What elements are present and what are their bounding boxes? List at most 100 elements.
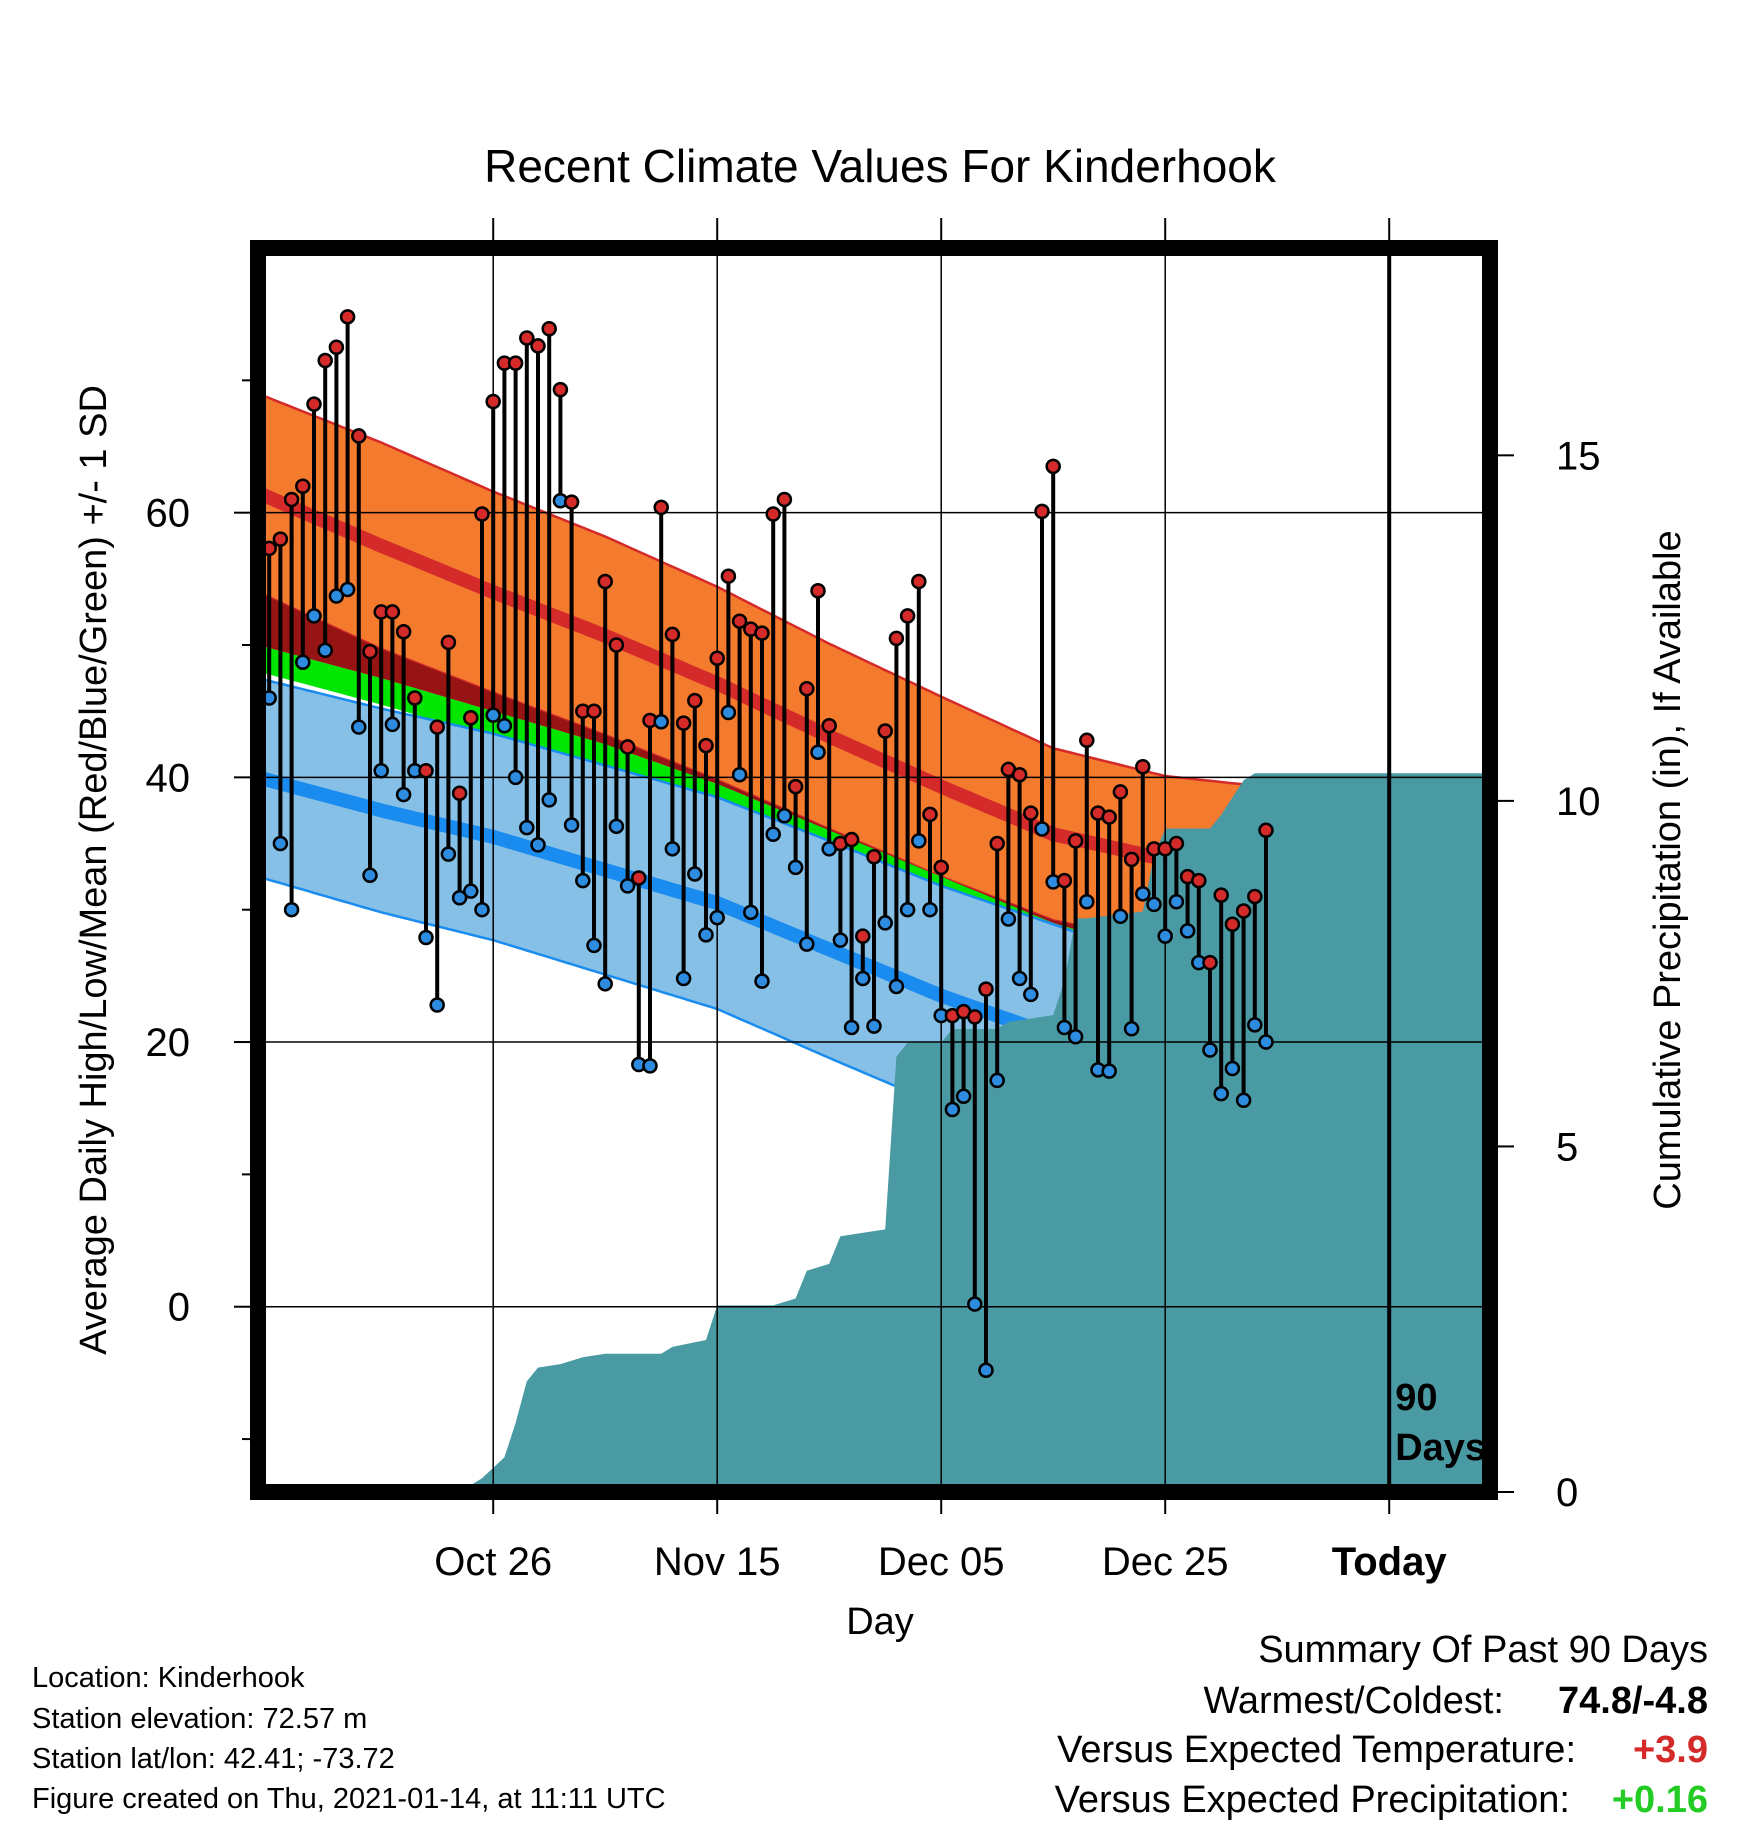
daily-low-point xyxy=(709,909,725,926)
daily-high-point xyxy=(1213,887,1229,903)
daily-high-point xyxy=(317,352,333,369)
daily-high-point xyxy=(306,396,322,412)
daily-low-point xyxy=(687,866,703,882)
daily-high-point xyxy=(351,428,367,444)
daily-low-point xyxy=(765,826,781,843)
daily-low-point xyxy=(317,642,333,659)
today-marker-label: 90 xyxy=(1395,1377,1437,1419)
precip-tick-label: 10 xyxy=(1556,780,1601,824)
daily-high-point xyxy=(1056,872,1073,889)
daily-high-point xyxy=(586,703,602,719)
summary-warmest-label: Warmest/Coldest: xyxy=(1203,1680,1504,1722)
daily-low-point xyxy=(1056,1019,1073,1036)
daily-low-point xyxy=(743,904,759,921)
daily-low-point xyxy=(1123,1021,1140,1037)
daily-high-point xyxy=(787,778,804,795)
precip-tick-label: 0 xyxy=(1556,1471,1578,1515)
daily-low-point xyxy=(530,837,546,853)
daily-low-point xyxy=(843,1019,860,1036)
daily-low-point xyxy=(944,1101,961,1118)
daily-high-point xyxy=(1011,766,1028,783)
daily-low-point xyxy=(295,654,311,670)
daily-high-point xyxy=(619,739,636,755)
daily-low-point xyxy=(339,581,356,598)
summary-precip-label: Versus Expected Precipitation: xyxy=(1055,1779,1570,1821)
daily-low-point xyxy=(720,704,737,721)
summary-temp-label: Versus Expected Temperature: xyxy=(1057,1729,1576,1771)
daily-low-point xyxy=(1202,1042,1218,1058)
daily-low-point xyxy=(429,997,445,1013)
daily-high-point xyxy=(1258,822,1274,839)
daily-low-point xyxy=(283,901,300,918)
daily-low-point xyxy=(608,818,625,835)
daily-high-point xyxy=(866,849,882,865)
cumulative-precip-area xyxy=(258,773,1490,1492)
summary-precip-value: +0.16 xyxy=(1612,1779,1708,1821)
daily-low-point xyxy=(787,859,804,876)
daily-high-point xyxy=(485,393,501,410)
daily-low-point xyxy=(1112,908,1129,925)
daily-low-point xyxy=(496,717,513,734)
y-axis-title-left: Average Daily High/Low/Mean (Red/Blue/Gr… xyxy=(73,385,115,1355)
daily-high-point xyxy=(698,737,714,754)
daily-low-point xyxy=(664,841,681,857)
daily-high-point xyxy=(631,870,647,886)
daily-high-point xyxy=(418,762,434,779)
daily-high-point xyxy=(754,625,770,641)
daily-high-point xyxy=(1247,888,1263,905)
daily-low-point xyxy=(1224,1060,1241,1077)
daily-low-point xyxy=(698,927,714,943)
daily-high-point xyxy=(1191,872,1207,889)
daily-high-point xyxy=(519,330,535,346)
daily-high-point xyxy=(922,806,938,823)
daily-low-point xyxy=(967,1296,983,1312)
daily-low-point xyxy=(810,744,826,760)
summary-heading: Summary Of Past 90 Days xyxy=(1258,1629,1708,1671)
daily-high-point xyxy=(451,785,468,801)
high-sd-band xyxy=(258,393,1490,962)
daily-range-layer xyxy=(261,309,1274,1378)
y-tick-label: 20 xyxy=(146,1021,191,1065)
daily-low-point xyxy=(866,1018,882,1034)
y-axis-title-right: Cumulative Precipitation (in), If Availa… xyxy=(1647,530,1689,1209)
daily-low-point xyxy=(1213,1085,1229,1102)
daily-low-point xyxy=(1168,894,1185,910)
daily-low-point xyxy=(463,883,479,899)
daily-low-point xyxy=(485,707,501,723)
mean-sd-band xyxy=(258,645,1490,1016)
daily-low-point xyxy=(1157,928,1173,944)
daily-high-point xyxy=(799,680,815,697)
footer-latlon: Station lat/lon: 42.41; -73.72 xyxy=(32,1743,395,1775)
x-tick-label: Today xyxy=(1332,1540,1448,1584)
daily-low-point xyxy=(418,929,434,946)
daily-low-point xyxy=(1101,1063,1117,1079)
daily-high-point xyxy=(608,637,625,653)
daily-high-point xyxy=(855,928,871,944)
footer-info: Location: Kinderhook Station elevation: … xyxy=(32,1662,666,1815)
daily-low-point xyxy=(1023,986,1039,1003)
daily-low-point xyxy=(451,890,468,906)
daily-low-point xyxy=(1135,886,1151,902)
daily-high-point xyxy=(933,859,949,876)
daily-high-point xyxy=(899,608,916,624)
summary-temp-value: +3.9 xyxy=(1633,1729,1708,1771)
daily-high-point xyxy=(1202,954,1218,971)
daily-low-point xyxy=(507,769,524,786)
daily-low-point xyxy=(1034,821,1050,837)
daily-high-point xyxy=(1123,851,1140,868)
daily-high-point xyxy=(1235,903,1252,919)
daily-high-point xyxy=(675,715,692,731)
daily-high-point xyxy=(328,339,345,356)
daily-low-point xyxy=(1146,896,1162,913)
daily-high-point xyxy=(1067,833,1084,849)
daily-high-point xyxy=(541,320,557,337)
daily-high-point xyxy=(362,643,378,660)
daily-high-point xyxy=(1101,809,1117,825)
daily-high-point xyxy=(687,692,703,709)
footer-elevation: Station elevation: 72.57 m xyxy=(32,1703,367,1735)
x-tick-label: Nov 15 xyxy=(654,1540,781,1584)
daily-high-point xyxy=(407,690,423,706)
daily-high-point xyxy=(1079,732,1095,749)
footer-created: Figure created on Thu, 2021-01-14, at 11… xyxy=(32,1783,666,1815)
